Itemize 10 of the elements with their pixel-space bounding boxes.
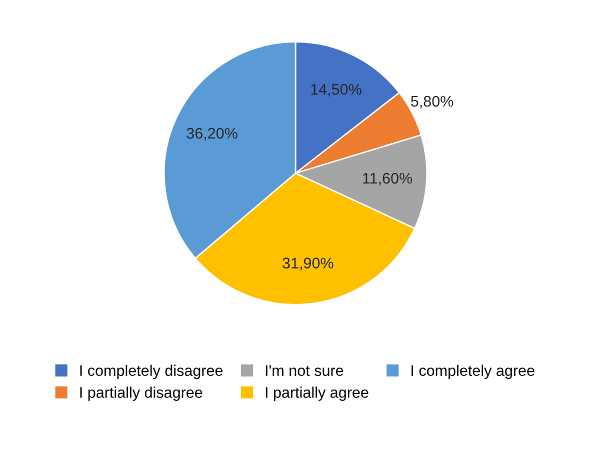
data-label: 14,50% [311,84,362,97]
legend-label: I completely disagree [80,364,223,379]
legend-label: I'm not sure [266,365,344,376]
legend-label: I completely agree [412,364,534,379]
legend-label: I partially disagree [80,386,202,401]
data-label: 31,90% [282,258,334,270]
data-label: 36,20% [186,128,238,141]
data-label: 11,60% [363,172,412,186]
legend-label: I partially agree [266,386,368,401]
data-label: 5,80% [410,96,454,108]
